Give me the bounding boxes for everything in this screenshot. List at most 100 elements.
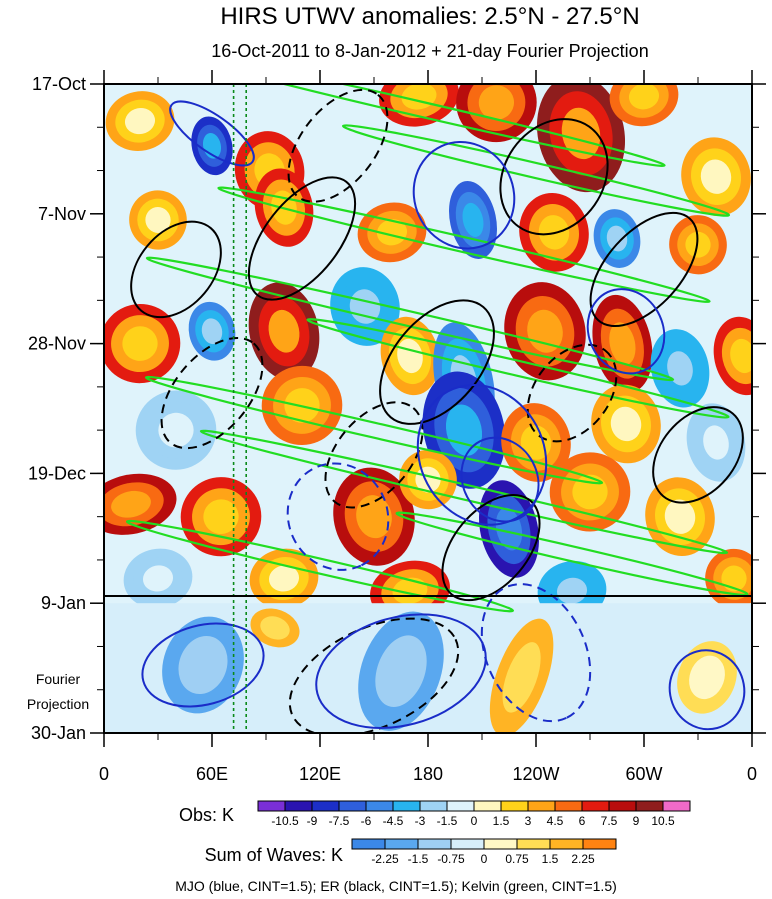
chart-subtitle: 16-Oct-2011 to 8-Jan-2012 + 21-day Fouri…: [211, 41, 648, 61]
reference-lines: [232, 84, 247, 733]
obs-colorbar-swatch-4: [365, 800, 394, 812]
projection-label-line2: Projection: [27, 696, 89, 712]
obs-anomaly-23-2: [667, 351, 693, 386]
obs-colorbar-swatch-11: [554, 800, 583, 812]
obs-anomaly-16-2: [201, 318, 223, 345]
er-contour-2: [499, 118, 609, 236]
obs-colorbar-swatch-10: [527, 800, 556, 812]
obs-anomaly-30-2: [703, 425, 729, 460]
obs-anomaly-11-2: [462, 202, 484, 238]
obs-colorbar-swatch-13: [608, 800, 637, 812]
obs-colorbar-level-10: 4.5: [547, 814, 564, 828]
kelvin-contour-4: [306, 318, 730, 419]
kelvin-contour-6: [199, 429, 729, 555]
kelvin-contour-7: [125, 519, 515, 613]
plot-area: [104, 84, 752, 733]
obs-colorbar-level-3: -6: [361, 814, 372, 828]
obs-colorbar-swatch-2: [311, 800, 340, 812]
obs-anomaly-5-2: [628, 84, 660, 110]
er-contour-5: [324, 401, 424, 509]
obs-colorbar-level-9: 3: [525, 814, 532, 828]
mjo-contour-2: [460, 436, 540, 523]
er-contour-1: [379, 299, 495, 425]
waves-colorbar-level-4: 0.75: [505, 852, 529, 866]
obs-anomaly-32-2: [203, 499, 239, 534]
x-tick-label-1: 60E: [196, 764, 228, 784]
projection-anomaly-1-1: [375, 635, 427, 707]
mjo-contour-1: [416, 383, 548, 526]
y-tick-label-0: 17-Oct: [32, 74, 86, 94]
er-contour-7: [652, 406, 744, 504]
er-contour-11: [526, 343, 618, 443]
y-tick-label-5: 30-Jan: [31, 723, 86, 743]
obs-colorbar-swatch-14: [635, 800, 664, 812]
obs-colorbar-swatch-12: [581, 800, 610, 812]
er-contour-4: [160, 336, 264, 450]
obs-colorbar-level-5: -3: [415, 814, 426, 828]
mjo-contour-9: [668, 649, 746, 731]
x-tick-label-4: 120W: [512, 764, 559, 784]
projection-anomaly-5-1: [608, 680, 644, 724]
obs-anomaly-13-2: [606, 225, 628, 252]
obs-colorbar-swatch-9: [500, 800, 529, 812]
obs-colorbar-level-1: -9: [307, 814, 318, 828]
waves-colorbar-swatch-3: [450, 838, 485, 850]
x-axis: 0 60E 120E 180 120W 60W 0: [99, 70, 757, 784]
kelvin-contour-8: [395, 511, 749, 596]
mjo-contour-0: [169, 100, 255, 167]
waves-colorbar-level-6: 2.25: [571, 852, 595, 866]
obs-anomaly-17-2: [268, 309, 300, 353]
kelvin-contour-0: [172, 84, 666, 167]
obs-anomaly-37-2: [664, 499, 696, 534]
obs-colorbar-swatch-6: [419, 800, 448, 812]
chart-title: HIRS UTWV anomalies: 2.5°N - 27.5°N: [220, 3, 639, 30]
projection-anomaly-4-1: [260, 616, 290, 640]
waves-colorbar-swatch-4: [483, 838, 518, 850]
waves-colorbar-swatch-0: [351, 838, 386, 850]
x-tick-label-2: 120E: [299, 764, 341, 784]
waves-colorbar-swatch-2: [417, 838, 452, 850]
obs-colorbar-level-13: 9: [633, 814, 640, 828]
obs-colorbar: -10.5 -9 -7.5 -6 -4.5 -3 -1.5 0 1.5 3 4.5 6 7.5 9 10.5: [257, 800, 691, 828]
waves-colorbar-level-0: -2.25: [371, 852, 399, 866]
mjo-contour-7: [412, 141, 516, 250]
projection-anomaly-2-1: [502, 642, 541, 713]
obs-anomaly-31-2: [111, 490, 151, 518]
kelvin-contour-1: [341, 124, 731, 217]
obs-anomaly-24-2: [730, 338, 752, 374]
obs-anomaly-28-2: [520, 425, 552, 460]
waves-colorbar-swatch-1: [384, 838, 419, 850]
obs-colorbar-level-7: 0: [471, 814, 478, 828]
obs-anomaly-22-2: [609, 322, 636, 365]
obs-anomaly-29-2: [610, 406, 642, 442]
obs-colorbar-level-12: 7.5: [601, 814, 618, 828]
mjo-contour-6: [480, 583, 592, 723]
y-tick-label-3: 19-Dec: [28, 463, 86, 483]
waves-colorbar: -2.25 -1.5 -0.75 0 0.75 1.5 2.25: [351, 838, 617, 866]
obs-anomaly-7-2: [124, 108, 156, 135]
kelvin-contour-2: [217, 186, 711, 303]
x-tick-label-6: 0: [747, 764, 757, 784]
obs-anomaly-38-2: [142, 565, 174, 592]
obs-colorbar-swatch-0: [257, 800, 286, 812]
obs-anomaly-6-2: [700, 159, 732, 194]
footnote: MJO (blue, CINT=1.5); ER (black, CINT=1.…: [175, 878, 617, 894]
obs-anomaly-10-2: [376, 219, 408, 246]
waves-colorbar-swatch-7: [582, 838, 617, 850]
er-contour-9: [130, 220, 222, 319]
er-contour-8: [287, 88, 389, 203]
y-tick-label-1: 7-Nov: [38, 204, 86, 224]
projection-anomaly-0-1: [178, 635, 228, 695]
y-axis: 17-Oct 7-Nov 28-Nov 19-Dec 9-Jan 30-Jan: [28, 74, 766, 743]
obs-colorbar-swatch-7: [446, 800, 475, 812]
wave-contours: [125, 84, 749, 733]
obs-anomaly-3-2: [478, 85, 515, 120]
obs-anomaly-40-2: [392, 577, 428, 605]
obs-anomaly-15-2: [122, 326, 158, 361]
obs-colorbar-level-14: 10.5: [651, 814, 675, 828]
obs-anomaly-42-2: [721, 565, 747, 592]
obs-anomaly-41-2: [556, 577, 588, 604]
mjo-contour-5: [315, 613, 487, 729]
waves-colorbar-level-2: -0.75: [437, 852, 465, 866]
er-contour-3: [589, 211, 699, 327]
